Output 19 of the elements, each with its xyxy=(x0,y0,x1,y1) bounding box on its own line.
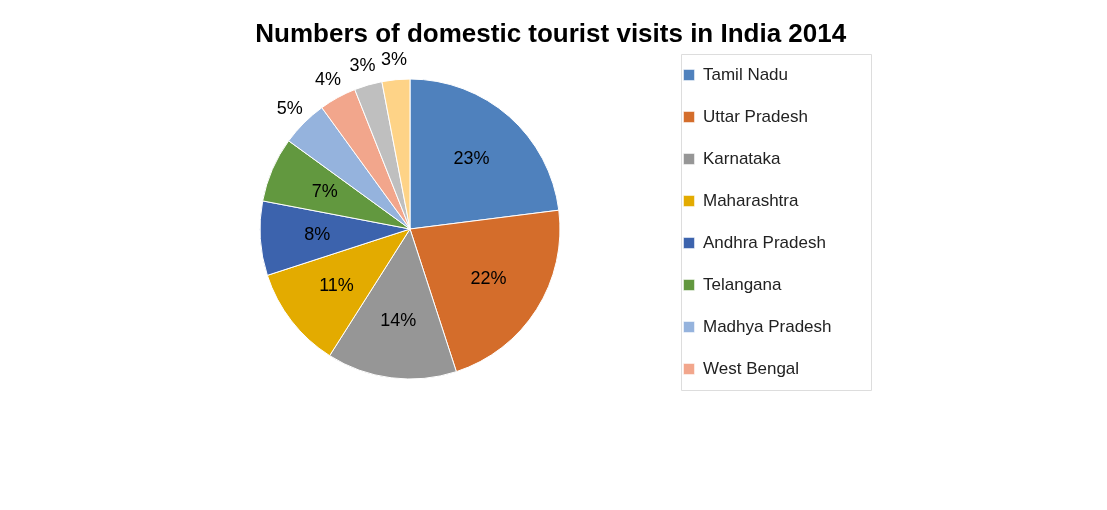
legend-label: Madhya Pradesh xyxy=(703,317,832,336)
data-label: 5% xyxy=(276,97,303,118)
legend-label: Andhra Pradesh xyxy=(703,233,826,252)
data-label: 22% xyxy=(470,267,507,288)
data-label: 8% xyxy=(304,223,331,244)
legend-label: Tamil Nadu xyxy=(703,65,789,84)
data-label: 11% xyxy=(319,275,354,295)
data-label: 23% xyxy=(453,148,490,169)
data-label: 14% xyxy=(380,310,417,331)
data-label: 7% xyxy=(311,181,338,202)
data-label: 4% xyxy=(315,69,342,90)
data-label: 3% xyxy=(380,48,408,69)
legend-label: Maharashtra xyxy=(703,191,799,210)
legend-label: West Bengal xyxy=(703,359,800,378)
legend-label: Uttar Pradesh xyxy=(703,107,808,126)
legend-label: Karnataka xyxy=(703,149,782,168)
legend-label: Telangana xyxy=(703,275,782,294)
chart-title: Numbers of domestic tourist visits in India 2014 xyxy=(255,17,847,48)
data-label: 3% xyxy=(349,54,376,75)
